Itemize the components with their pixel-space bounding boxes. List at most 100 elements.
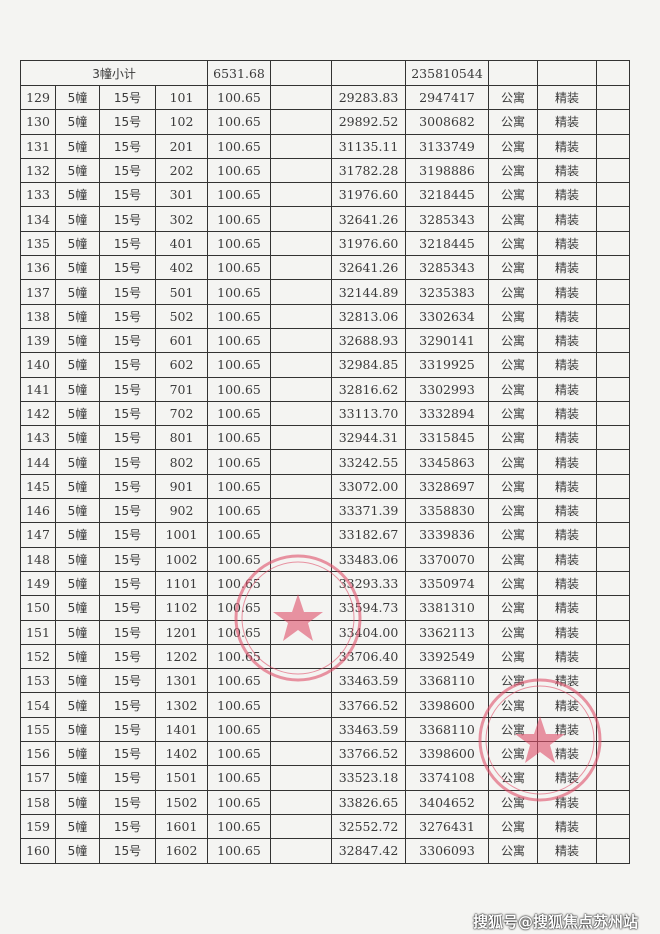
cell-building: 5幢	[55, 692, 100, 718]
cell-unit-price: 33463.59	[331, 668, 407, 694]
cell-area: 100.65	[207, 595, 272, 621]
cell-usage: 公寓	[488, 109, 539, 135]
cell-usage: 公寓	[488, 425, 539, 451]
cell-usage: 公寓	[488, 765, 539, 791]
table-row: 158 5幢 15号 1502 100.65 33826.65 3404652 公寓 精装	[20, 789, 631, 815]
cell-area: 100.65	[207, 255, 272, 281]
cell-unit-price: 33371.39	[331, 498, 407, 524]
cell-unit-price: 32984.85	[331, 352, 407, 378]
table-row: 135 5幢 15号 401 100.65 31976.60 3218445 公寓 精装	[20, 230, 631, 257]
cell-blank	[270, 279, 333, 305]
cell-total-price: 3398600	[405, 692, 490, 718]
cell-area: 100.65	[207, 473, 272, 500]
cell-decoration: 精装	[537, 643, 598, 670]
cell-total-price: 3392549	[405, 643, 490, 670]
cell-row-no: 137	[20, 279, 56, 305]
cell-unit: 15号	[99, 570, 156, 597]
cell-row-no: 129	[20, 84, 56, 111]
cell-blank	[270, 595, 333, 621]
cell-room: 1002	[154, 546, 209, 572]
cell-unit-price: 33293.33	[331, 570, 407, 597]
table-row: 137 5幢 15号 501 100.65 32144.89 3235383 公寓 精装	[20, 279, 631, 305]
cell-unit: 15号	[99, 327, 156, 354]
cell-blank	[270, 716, 333, 743]
cell-area: 100.65	[207, 425, 272, 451]
cell-unit-price: 32641.26	[331, 255, 407, 281]
cell-usage: 公寓	[488, 716, 539, 743]
cell-decoration: 精装	[537, 182, 598, 208]
cell-building: 5幢	[55, 789, 100, 815]
cell-unit: 15号	[99, 303, 156, 329]
cell-unit-price: 32847.42	[331, 838, 407, 864]
cell-decoration: 精装	[537, 473, 598, 500]
cell-room: 1402	[154, 741, 209, 767]
cell-unit: 15号	[99, 400, 156, 427]
cell-area: 100.65	[207, 619, 272, 645]
cell-unit-price: 31135.11	[331, 133, 407, 159]
cell-total-price: 3302634	[405, 303, 490, 329]
cell-total-price: 3362113	[405, 619, 490, 645]
cell-unit: 15号	[99, 352, 156, 378]
table-row: 159 5幢 15号 1601 100.65 32552.72 3276431 公寓 精装	[20, 813, 631, 840]
cell-total-price: 3218445	[405, 182, 490, 208]
cell-room: 1301	[154, 668, 209, 694]
cell-row-no: 132	[20, 157, 56, 184]
cell-blank	[270, 230, 333, 257]
cell-usage: 公寓	[488, 376, 539, 402]
cell-total-price: 3302993	[405, 376, 490, 402]
cell-row-no: 141	[20, 376, 56, 402]
cell-blank	[270, 741, 333, 767]
cell-usage: 公寓	[488, 133, 539, 159]
table-row: 129 5幢 15号 101 100.65 29283.83 2947417 公寓 精装	[20, 84, 631, 111]
cell-usage: 公寓	[488, 498, 539, 524]
cell-area: 100.65	[207, 741, 272, 767]
cell-building: 5幢	[55, 522, 100, 548]
cell-unit-price: 32813.06	[331, 303, 407, 329]
cell-building: 5幢	[55, 668, 100, 694]
cell-area: 100.65	[207, 133, 272, 159]
cell-total-price: 3276431	[405, 813, 490, 840]
cell-building: 5幢	[55, 352, 100, 378]
cell-blank	[270, 570, 333, 597]
cell-room: 601	[154, 327, 209, 354]
cell-decoration: 精装	[537, 498, 598, 524]
cell-row-no: 154	[20, 692, 56, 718]
cell-blank	[270, 84, 333, 111]
cell-building: 5幢	[55, 716, 100, 743]
table-row: 152 5幢 15号 1202 100.65 33706.40 3392549 公寓 精装	[20, 643, 631, 670]
cell-room: 102	[154, 109, 209, 135]
cell-building: 5幢	[55, 741, 100, 767]
cell-area: 100.65	[207, 400, 272, 427]
cell-unit: 15号	[99, 109, 156, 135]
cell-room: 1202	[154, 643, 209, 670]
cell-unit: 15号	[99, 279, 156, 305]
cell-usage: 公寓	[488, 570, 539, 597]
cell-blank	[270, 838, 333, 864]
subtotal-area: 6531.68	[207, 60, 272, 86]
table-row: 133 5幢 15号 301 100.65 31976.60 3218445 公寓 精装	[20, 182, 631, 208]
cell-unit: 15号	[99, 741, 156, 767]
cell-decoration: 精装	[537, 255, 598, 281]
cell-area: 100.65	[207, 327, 272, 354]
cell-building: 5幢	[55, 157, 100, 184]
cell-usage: 公寓	[488, 546, 539, 572]
table-row: 144 5幢 15号 802 100.65 33242.55 3345863 公寓 精装	[20, 449, 631, 475]
cell-total-price: 3319925	[405, 352, 490, 378]
cell-unit-price: 32944.31	[331, 425, 407, 451]
cell-unit: 15号	[99, 789, 156, 815]
cell-unit: 15号	[99, 255, 156, 281]
cell-room: 1201	[154, 619, 209, 645]
cell-unit-price: 31976.60	[331, 182, 407, 208]
cell-area: 100.65	[207, 109, 272, 135]
cell-blank	[270, 352, 333, 378]
cell-usage: 公寓	[488, 230, 539, 257]
cell-decoration: 精装	[537, 741, 598, 767]
cell-area: 100.65	[207, 838, 272, 864]
cell-decoration: 精装	[537, 303, 598, 329]
cell-unit-price: 33826.65	[331, 789, 407, 815]
cell-unit: 15号	[99, 230, 156, 257]
cell-usage: 公寓	[488, 741, 539, 767]
cell-building: 5幢	[55, 498, 100, 524]
cell-building: 5幢	[55, 133, 100, 159]
cell-usage: 公寓	[488, 327, 539, 354]
